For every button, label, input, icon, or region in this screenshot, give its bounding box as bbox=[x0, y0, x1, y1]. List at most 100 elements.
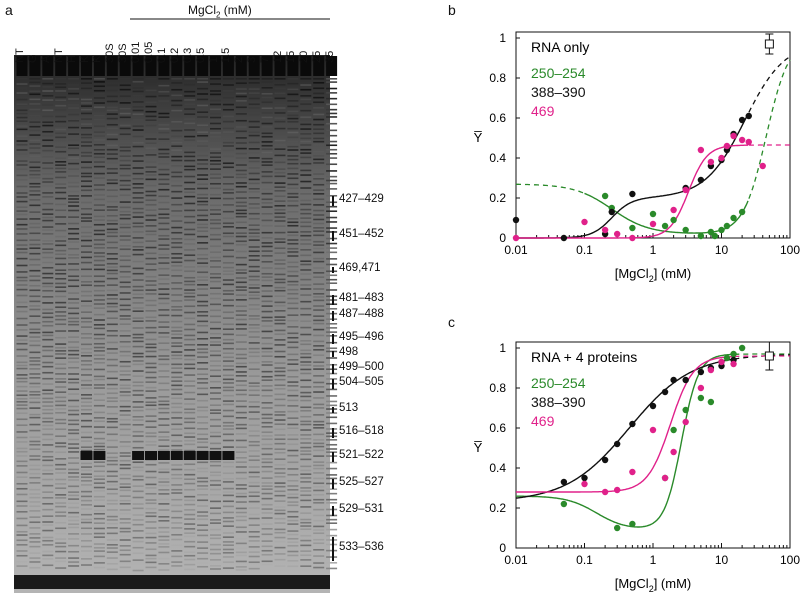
data-point bbox=[670, 449, 676, 455]
data-point bbox=[730, 361, 736, 367]
band-marker bbox=[332, 334, 334, 344]
data-point bbox=[670, 377, 676, 383]
y-tick-label: 0.8 bbox=[489, 381, 506, 395]
lane-label: 2 bbox=[233, 57, 245, 63]
band-marker bbox=[332, 311, 334, 321]
band-label: 525–527 bbox=[339, 476, 384, 488]
x-axis-label: [MgCl2] (mM) bbox=[615, 266, 692, 284]
data-point bbox=[724, 355, 730, 361]
data-point bbox=[561, 501, 567, 507]
data-point bbox=[698, 147, 704, 153]
data-point bbox=[739, 209, 745, 215]
y-tick-label: 1 bbox=[499, 341, 506, 355]
band-label: 451–452 bbox=[339, 228, 384, 240]
lane-label: 3 bbox=[246, 57, 258, 63]
y-tick-label: 0.8 bbox=[489, 71, 506, 85]
data-point bbox=[662, 223, 668, 229]
band-label: 513 bbox=[339, 402, 358, 414]
band-label: 469,471 bbox=[339, 262, 381, 274]
data-point bbox=[718, 227, 724, 233]
lane-label: 12 bbox=[272, 51, 284, 63]
data-point bbox=[650, 211, 656, 217]
data-point bbox=[670, 217, 676, 223]
data-point bbox=[698, 233, 704, 239]
chart-title: RNA + 4 proteins bbox=[531, 349, 637, 365]
lane-label: G bbox=[27, 54, 39, 63]
lane-label: 1 bbox=[208, 57, 220, 63]
legend-entry: 469 bbox=[531, 103, 555, 119]
x-tick-label: 100 bbox=[780, 553, 800, 567]
band-marker bbox=[332, 452, 334, 462]
data-point bbox=[670, 207, 676, 213]
lane-label: 20 bbox=[298, 51, 310, 63]
data-point bbox=[513, 217, 519, 223]
band-marker bbox=[332, 407, 334, 413]
lane-label: 25 bbox=[311, 51, 323, 63]
lane-label: 0.2 bbox=[169, 48, 181, 63]
mg-header: MgCl2 (mM) bbox=[188, 3, 252, 19]
data-point bbox=[730, 351, 736, 357]
data-point bbox=[670, 427, 676, 433]
lane-label: K bbox=[91, 56, 103, 63]
lane-label: 30S bbox=[117, 43, 129, 63]
data-point bbox=[698, 369, 704, 375]
lane-label: 35 bbox=[324, 51, 336, 63]
lane-label: K bbox=[79, 56, 91, 63]
lane-label: H bbox=[66, 55, 78, 63]
y-axis-label: Y̅ bbox=[474, 130, 483, 145]
data-point bbox=[609, 209, 615, 215]
band-label: 481–483 bbox=[339, 292, 384, 304]
legend-entry: 388–390 bbox=[531, 84, 586, 100]
data-point bbox=[739, 117, 745, 123]
legend-entry: 469 bbox=[531, 413, 555, 429]
x-tick-label: 10 bbox=[715, 553, 729, 567]
band-label: 516–518 bbox=[339, 425, 384, 437]
x-tick-label: 0.01 bbox=[504, 553, 528, 567]
y-tick-label: 0.6 bbox=[489, 421, 506, 435]
band-marker bbox=[332, 506, 334, 516]
data-point bbox=[682, 377, 688, 383]
x-tick-label: 100 bbox=[780, 243, 800, 257]
data-point bbox=[614, 231, 620, 237]
y-tick-label: 0.2 bbox=[489, 501, 506, 515]
lane-label: 0.05 bbox=[143, 42, 155, 63]
legend-entry: 250–254 bbox=[531, 65, 586, 81]
data-point bbox=[629, 225, 635, 231]
chart-title: RNA only bbox=[531, 39, 589, 55]
band-marker bbox=[332, 479, 334, 489]
data-point bbox=[708, 159, 714, 165]
data-point bbox=[662, 389, 668, 395]
fit-curve-extrapolated bbox=[749, 60, 790, 199]
data-point bbox=[614, 525, 620, 531]
lane-label: NT bbox=[53, 48, 65, 63]
band-marker bbox=[332, 196, 334, 206]
band-marker bbox=[332, 267, 334, 273]
x-tick-label: 0.1 bbox=[576, 553, 593, 567]
data-point bbox=[629, 521, 635, 527]
band-label: 504–505 bbox=[339, 376, 384, 388]
data-point bbox=[698, 177, 704, 183]
band-label: 487–488 bbox=[339, 308, 384, 320]
data-point bbox=[698, 385, 704, 391]
data-point bbox=[629, 235, 635, 241]
lane-label: 0.1 bbox=[156, 48, 168, 63]
band-marker bbox=[332, 351, 334, 357]
band-label: 529–531 bbox=[339, 503, 384, 515]
fit-curve-extrapolated bbox=[749, 57, 790, 113]
data-point bbox=[739, 345, 745, 351]
data-point bbox=[708, 399, 714, 405]
data-point bbox=[718, 155, 724, 161]
band-marker bbox=[332, 537, 334, 561]
data-point bbox=[581, 219, 587, 225]
lane-label: 0.5 bbox=[195, 48, 207, 63]
band-label: 533–536 bbox=[339, 541, 384, 553]
data-point bbox=[650, 427, 656, 433]
data-point bbox=[513, 235, 519, 241]
data-point bbox=[724, 143, 730, 149]
data-point bbox=[629, 421, 635, 427]
data-point bbox=[682, 407, 688, 413]
lane-label: NT bbox=[14, 48, 26, 63]
lane-label: 7 bbox=[259, 57, 271, 63]
data-point bbox=[730, 133, 736, 139]
